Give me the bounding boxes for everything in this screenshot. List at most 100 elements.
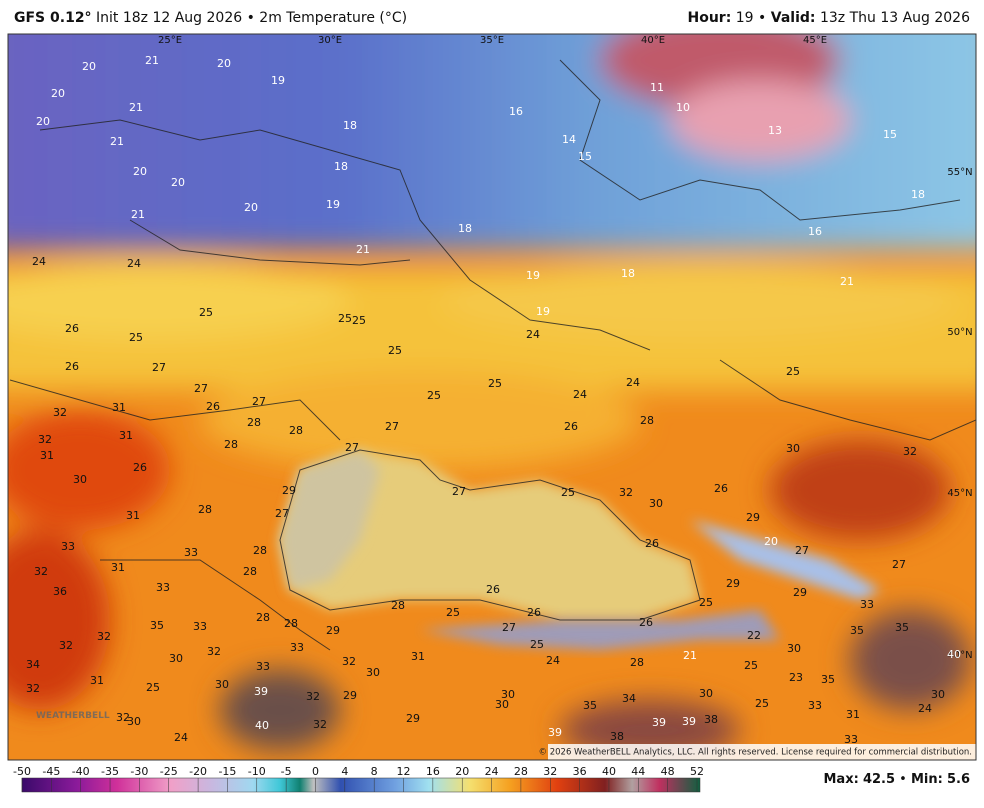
temperature-label: 28 [289,424,303,437]
colorbar-tick-label: -20 [189,765,207,778]
temperature-label: 31 [111,561,125,574]
temperature-label: 39 [254,685,268,698]
separator: • [758,10,767,26]
colorbar-tick-label: 4 [341,765,348,778]
temperature-label: 25 [446,606,460,619]
temperature-label: 18 [458,222,472,235]
temperature-label: 25 [199,306,213,319]
temperature-label: 38 [610,730,624,743]
temperature-label: 32 [97,630,111,643]
temperature-label: 20 [133,165,147,178]
temperature-label: 39 [652,716,666,729]
temperature-label: 32 [38,433,52,446]
temperature-label: 21 [131,208,145,221]
temperature-label: 32 [116,711,130,724]
temperature-label: 25 [488,377,502,390]
temperature-label: 35 [895,621,909,634]
temperature-label: 25 [699,596,713,609]
temperature-label: 28 [253,544,267,557]
header-left: GFS 0.12° Init 18z 12 Aug 2026 • 2m Temp… [14,10,407,26]
temperature-label: 30 [787,642,801,655]
colorbar-tick-label: -10 [248,765,266,778]
temperature-label: 30 [501,688,515,701]
temperature-label: 30 [786,442,800,455]
lon-label: 25°E [158,35,182,46]
lat-label: 45°N [947,488,972,499]
temperature-label: 28 [198,503,212,516]
temperature-label: 27 [345,441,359,454]
temperature-label: 27 [275,507,289,520]
temperature-label: 27 [795,544,809,557]
temperature-label: 33 [61,540,75,553]
lon-label: 30°E [318,35,342,46]
temperature-label: 30 [649,497,663,510]
temperature-label: 25 [129,331,143,344]
temperature-label: 28 [247,416,261,429]
borders [9,59,976,651]
temperature-label: 30 [366,666,380,679]
colorbar-tick-label: 0 [312,765,319,778]
temperature-label: 33 [184,546,198,559]
temperature-label: 30 [699,687,713,700]
colorbar-tick-label: 8 [371,765,378,778]
temperature-label: 13 [768,124,782,137]
colorbar-tick-label: 12 [397,765,411,778]
valid: 13z Thu 13 Aug 2026 [819,10,970,26]
temperature-label: 25 [427,389,441,402]
colorbar-tick-label: 16 [426,765,440,778]
temperature-label: 25 [530,638,544,651]
lat-label: 40°N [947,650,972,661]
temperature-label: 24 [526,328,540,341]
temperature-label: 26 [65,322,79,335]
colorbar [21,777,701,793]
temperature-label: 29 [726,577,740,590]
min-label: Min: [910,772,943,787]
temperature-label: 32 [306,690,320,703]
temperature-label: 32 [34,565,48,578]
temperature-label: 31 [40,449,54,462]
temperature-label: 20 [171,176,185,189]
colorbar-tick-label: -40 [72,765,90,778]
map-field [8,34,976,760]
temperature-label: 35 [821,673,835,686]
temperature-label: 26 [645,537,659,550]
temperature-label: 33 [290,641,304,654]
temperature-label: 27 [194,382,208,395]
temperature-label: 34 [26,658,40,671]
colorbar-tick-label: 48 [661,765,675,778]
model: GFS 0.12° [14,10,92,26]
min: 5.6 [946,772,970,787]
temperature-label: 33 [193,620,207,633]
colorbar-tick-label: 52 [690,765,704,778]
temperature-label: 27 [385,420,399,433]
temperature-label: 20 [36,115,50,128]
temperature-label: 27 [502,621,516,634]
temperature-label: 20 [217,57,231,70]
temperature-label: 29 [326,624,340,637]
temperature-label: 35 [850,624,864,637]
temperature-label: 27 [252,395,266,408]
colorbar-tick-label: -30 [130,765,148,778]
temperature-label: 28 [630,656,644,669]
temperature-label: 32 [342,655,356,668]
temperature-label: 39 [682,715,696,728]
lon-label: 35°E [480,35,504,46]
temperature-label: 32 [903,445,917,458]
temperature-label: 26 [639,616,653,629]
temperature-label: 26 [714,482,728,495]
colorbar-tick-label: 44 [631,765,645,778]
temperature-label: 21 [683,649,697,662]
temperature-label: 25 [146,681,160,694]
temperature-label: 16 [509,105,523,118]
hour-label: Hour: [687,10,732,26]
temperature-label: 26 [564,420,578,433]
temperature-label: 28 [224,438,238,451]
temperature-label: 26 [133,461,147,474]
colorbar-tick-label: -35 [101,765,119,778]
temperature-label: 19 [536,305,550,318]
colorbar-tick-label: 28 [514,765,528,778]
temperature-label: 18 [911,188,925,201]
temperature-label: 28 [243,565,257,578]
